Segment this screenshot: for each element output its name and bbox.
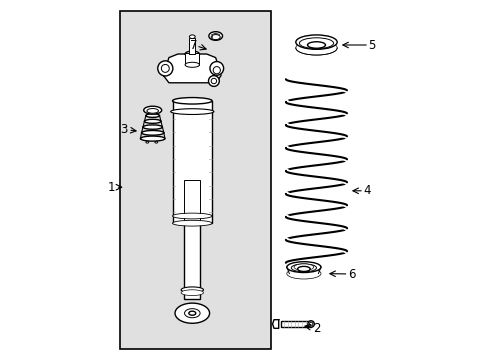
Ellipse shape [146, 109, 158, 113]
Ellipse shape [211, 78, 216, 84]
Ellipse shape [181, 290, 203, 296]
Ellipse shape [297, 266, 309, 271]
Ellipse shape [295, 35, 337, 49]
Text: 4: 4 [363, 184, 370, 197]
Bar [280, 321, 310, 327]
Ellipse shape [286, 268, 320, 279]
Ellipse shape [185, 62, 199, 67]
Ellipse shape [209, 62, 223, 75]
Text: 2: 2 [312, 322, 320, 335]
Text: 6: 6 [347, 268, 355, 281]
Ellipse shape [140, 136, 164, 141]
Ellipse shape [142, 125, 162, 129]
Ellipse shape [144, 120, 161, 123]
Ellipse shape [155, 141, 158, 143]
Ellipse shape [208, 32, 222, 40]
Ellipse shape [170, 109, 213, 114]
Ellipse shape [145, 114, 159, 117]
Ellipse shape [213, 67, 220, 74]
Ellipse shape [286, 262, 320, 273]
Ellipse shape [307, 321, 314, 327]
Ellipse shape [158, 61, 172, 76]
Text: 3: 3 [120, 123, 127, 136]
Polygon shape [272, 320, 278, 328]
Bar [120, 11, 271, 349]
Ellipse shape [188, 311, 195, 315]
Ellipse shape [293, 264, 313, 270]
Bar [172, 101, 212, 223]
Ellipse shape [181, 287, 203, 293]
Ellipse shape [295, 41, 337, 55]
Ellipse shape [172, 213, 212, 219]
Ellipse shape [145, 141, 148, 143]
Bar [189, 38, 195, 54]
Ellipse shape [211, 35, 220, 40]
Bar [184, 180, 200, 223]
Text: 1: 1 [107, 181, 115, 194]
Ellipse shape [161, 64, 169, 72]
Ellipse shape [172, 98, 212, 104]
Ellipse shape [291, 264, 316, 272]
Bar [185, 53, 199, 65]
Ellipse shape [309, 322, 312, 326]
Ellipse shape [141, 131, 163, 135]
Ellipse shape [299, 38, 333, 49]
Text: 5: 5 [368, 39, 375, 51]
Ellipse shape [143, 106, 162, 114]
Ellipse shape [184, 309, 200, 318]
Ellipse shape [185, 51, 199, 57]
Ellipse shape [307, 42, 325, 48]
Text: 7: 7 [189, 39, 197, 51]
Ellipse shape [208, 76, 219, 86]
Ellipse shape [172, 220, 212, 226]
Bar [184, 223, 200, 299]
Polygon shape [163, 54, 221, 83]
Ellipse shape [189, 35, 195, 39]
Ellipse shape [175, 303, 209, 323]
